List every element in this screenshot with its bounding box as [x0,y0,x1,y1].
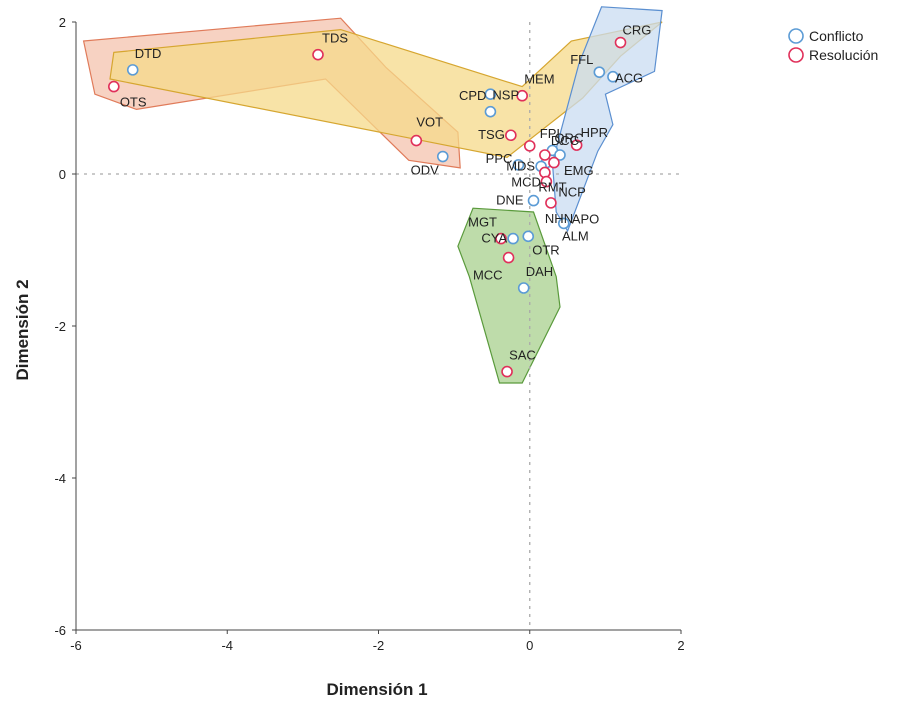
point-fpi [523,140,536,152]
reference-lines [76,22,681,630]
y-tick-label: -6 [54,623,66,638]
point-label-crg: CRG [623,23,652,38]
y-tick-label: -2 [54,319,66,334]
point-mcd [539,166,551,179]
point-label-ncp: NCP [558,185,585,200]
point-dah [517,282,530,294]
point-label-apo: APO [572,211,599,226]
axes: -6 -4 -2 0 2 2 0 -2 -4 -6 [54,15,684,653]
point-rmt [540,175,553,188]
point-otr [522,230,535,243]
y-tick-label: 2 [59,15,66,30]
point-label-mds: MDS [506,158,535,173]
cluster-hulls [82,6,663,384]
point-crg [614,36,627,49]
x-axis-title: Dimensión 1 [326,680,427,699]
point-emg [554,149,566,161]
point-label-ffl: FFL [570,52,593,67]
legend-label: Resolución [809,47,878,63]
point-vot [410,134,423,147]
x-tick-label: -4 [221,638,233,653]
point-sac [501,365,513,378]
point-mgt [495,232,507,245]
point-label-otr: OTR [532,242,559,257]
point-label-mem: MEM [524,72,554,87]
point-label-vot: VOT [416,115,443,130]
point-dtd [126,64,139,76]
point-tds [312,48,324,61]
legend-marker [788,28,804,44]
x-tick-label: -6 [70,638,82,653]
point-label-mcd: MCD [511,174,541,189]
point-cya [507,232,519,245]
point-label-dcc: DCC [551,133,579,148]
point-label-odv: ODV [411,163,440,178]
point-label-dtd: DTD [135,46,162,61]
point-label-hpr: HPR [581,125,608,140]
point-ffl [593,66,606,78]
point-label-tds: TDS [322,31,348,46]
point-nsp [484,105,497,118]
y-axis-title: Dimensión 2 [13,279,32,380]
point-ots [108,80,120,93]
point-mem [516,89,528,102]
point-label-mgt: MGT [468,215,497,230]
point-dcc [539,149,551,161]
x-tick-label: -2 [373,638,385,653]
point-label-ots: OTS [120,95,147,110]
point-tsg [505,129,517,142]
point-label-tsg: TSG [478,127,505,142]
point-label-ppc: PPC [486,151,513,166]
point-label-sac: SAC [509,348,536,363]
point-apo [557,217,570,230]
y-tick-label: -4 [54,471,66,486]
point-label-rmt: RMT [538,180,566,195]
cluster-hull-3 [551,6,663,233]
point-label-fpi: FPI [540,126,560,141]
point-label-cpd: CPD [459,88,486,103]
point-label-emg: EMG [564,163,594,178]
legend-label: Conflicto [809,28,864,44]
point-label-nhn: NHN [545,211,573,226]
point-label-dne: DNE [496,193,524,208]
point-cpd [484,88,497,100]
point-label-qrc: QRC [554,130,583,145]
point-acg [607,70,619,83]
cluster-hull-4 [457,207,561,384]
point-alm [548,156,560,169]
point-label-alm: ALM [562,229,589,244]
point-label-dah: DAH [526,264,553,279]
legend: Conflicto Resolución [788,28,878,63]
legend-marker [788,47,804,63]
data-points [108,36,627,378]
point-label-cya: CYA [481,231,507,246]
point-labels: DTD ODV CPD NSP FFL ACG QRC PPC EMG NCP MDS DNE APO C… [120,23,652,363]
y-tick-label: 0 [59,167,66,182]
x-tick-label: 0 [526,638,533,653]
point-hpr [570,139,583,151]
point-nhn [545,197,557,209]
point-label-nsp: NSP [492,88,519,103]
point-label-acg: ACG [615,71,643,86]
point-ppc [512,159,525,171]
point-mcc [502,251,515,264]
point-odv [436,150,449,163]
point-dne [527,194,540,207]
point-label-mcc: MCC [473,268,503,283]
x-tick-label: 2 [677,638,684,653]
